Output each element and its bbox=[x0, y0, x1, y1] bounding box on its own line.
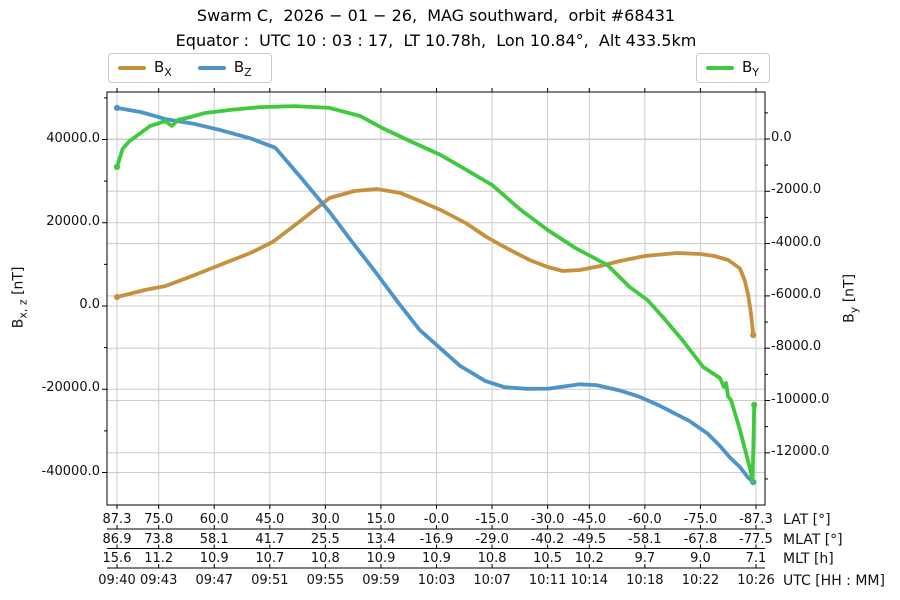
left-axis-label: Bx, z [nT] bbox=[10, 266, 30, 329]
chart-title: Swarm C, 2026 − 01 − 26, MAG southward, … bbox=[196, 6, 676, 25]
legend-by: BY bbox=[696, 53, 770, 83]
legend-swatch-bx bbox=[118, 66, 146, 70]
legend-bx-bz: BX BZ bbox=[108, 53, 272, 83]
legend-label-by: BY bbox=[742, 57, 760, 79]
row-label-mlt: MLT [h] bbox=[783, 551, 834, 567]
legend-item-by: BY bbox=[706, 58, 759, 79]
chart-subtitle: Equator : UTC 10 : 03 : 17, LT 10.78h, L… bbox=[175, 31, 697, 50]
right-axis-label: By [nT] bbox=[841, 273, 861, 323]
legend-item-bz: BZ bbox=[197, 57, 252, 79]
row-label-lat: LAT [°] bbox=[783, 512, 831, 528]
row-label-utc: UTC [HH : MM] bbox=[783, 572, 885, 589]
legend-swatch-bz bbox=[197, 66, 226, 70]
legend-label-bz: BZ bbox=[233, 57, 252, 79]
legend-label-bx: BX bbox=[154, 57, 172, 79]
row-label-mlat: MLAT [°] bbox=[783, 531, 843, 548]
legend-item-bx: BX bbox=[118, 58, 172, 79]
legend-swatch-by bbox=[706, 66, 734, 70]
